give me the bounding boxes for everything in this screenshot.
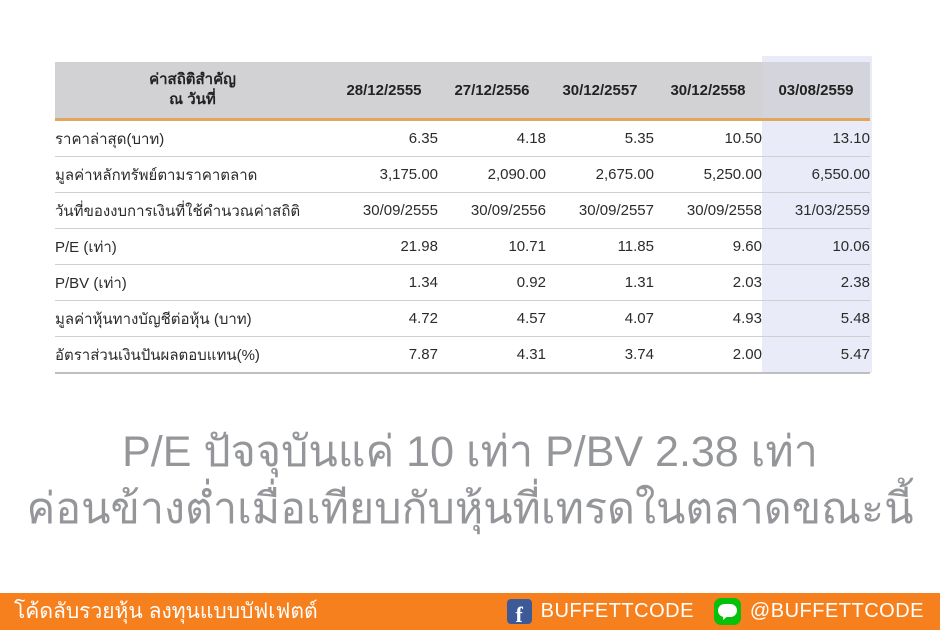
cell-value: 4.31 [438,336,546,374]
cell-value: 4.07 [546,300,654,337]
cell-value: 1.31 [546,264,654,301]
cell-value: 1.34 [330,264,438,301]
cell-value-current: 10.06 [762,228,870,265]
cell-value: 6.35 [330,119,438,157]
column-header-date: 28/12/2555 [330,62,438,121]
facebook-handle: BUFFETTCODE [540,600,694,622]
cell-value-current: 5.48 [762,300,870,337]
cell-value: 30/09/2555 [330,192,438,229]
table-title-cell: ค่าสถิติสำคัญ ณ วันที่ [55,62,330,121]
line-app-icon [713,598,741,625]
cell-value: 11.85 [546,228,654,265]
column-header-date: 30/12/2558 [654,62,762,121]
social-links: f BUFFETTCODE @BUFFETTCODE [506,598,940,625]
cell-value: 30/09/2558 [654,192,762,229]
caption-line1: P/E ปัจจุบันแค่ 10 เท่า P/BV 2.38 เท่า [122,428,818,476]
cell-value-current: 2.38 [762,264,870,301]
cell-value: 30/09/2556 [438,192,546,229]
column-header-date: 30/12/2557 [546,62,654,121]
cell-value: 2,090.00 [438,156,546,193]
caption-line2: ค่อนข้างต่ำเมื่อเทียบกับหุ้นที่เทรดในตลา… [26,485,914,533]
statistics-table: ค่าสถิติสำคัญ ณ วันที่ 28/12/2555 27/12/… [55,62,870,374]
table-header-row: ค่าสถิติสำคัญ ณ วันที่ 28/12/2555 27/12/… [55,62,870,121]
cell-value: 3,175.00 [330,156,438,193]
cell-value-current: 6,550.00 [762,156,870,193]
column-header-date-current: 03/08/2559 [762,62,870,121]
cell-value: 2,675.00 [546,156,654,193]
cell-value: 7.87 [330,336,438,374]
brand-text: โค้ดลับรวยหุ้น ลงทุนแบบบัฟเฟตต์ [14,600,318,623]
table-row: มูลค่าหลักทรัพย์ตามราคาตลาด 3,175.00 2,0… [55,156,870,193]
row-label: ราคาล่าสุด(บาท) [55,119,330,157]
cell-value: 21.98 [330,228,438,265]
cell-value: 10.71 [438,228,546,265]
cell-value: 5.35 [546,119,654,157]
cell-value: 4.18 [438,119,546,157]
cell-value: 5,250.00 [654,156,762,193]
cell-value: 2.00 [654,336,762,374]
cell-value-current: 31/03/2559 [762,192,870,229]
cell-value-current: 5.47 [762,336,870,374]
cell-value: 2.03 [654,264,762,301]
table-row: มูลค่าหุ้นทางบัญชีต่อหุ้น (บาท) 4.72 4.5… [55,300,870,337]
table-row: อัตราส่วนเงินปันผลตอบแทน(%) 7.87 4.31 3.… [55,336,870,374]
facebook-glyph: f [515,602,523,624]
row-label: วันที่ของงบการเงินที่ใช้คำนวณค่าสถิติ [55,192,330,229]
cell-value: 0.92 [438,264,546,301]
row-label: อัตราส่วนเงินปันผลตอบแทน(%) [55,336,330,374]
row-label: P/E (เท่า) [55,228,330,265]
cell-value: 4.93 [654,300,762,337]
cell-value: 9.60 [654,228,762,265]
row-label: P/BV (เท่า) [55,264,330,301]
column-header-date: 27/12/2556 [438,62,546,121]
table-row: ราคาล่าสุด(บาท) 6.35 4.18 5.35 10.50 13.… [55,119,870,157]
line-handle: @BUFFETTCODE [749,600,924,622]
table-title-line1: ค่าสถิติสำคัญ [149,71,236,88]
table-title-line2: ณ วันที่ [169,91,216,108]
caption-text: P/E ปัจจุบันแค่ 10 เท่า P/BV 2.38 เท่า ค… [0,424,940,538]
table-row: P/BV (เท่า) 1.34 0.92 1.31 2.03 2.38 [55,264,870,301]
cell-value-current: 13.10 [762,119,870,157]
cell-value: 30/09/2557 [546,192,654,229]
cell-value: 4.57 [438,300,546,337]
line-bubble-tail [721,615,729,620]
cell-value: 3.74 [546,336,654,374]
table-row: P/E (เท่า) 21.98 10.71 11.85 9.60 10.06 [55,228,870,265]
row-label: มูลค่าหุ้นทางบัญชีต่อหุ้น (บาท) [55,300,330,337]
facebook-icon: f [506,599,532,624]
footer-bar: โค้ดลับรวยหุ้น ลงทุนแบบบัฟเฟตต์ f BUFFET… [0,593,940,630]
row-label: มูลค่าหลักทรัพย์ตามราคาตลาด [55,156,330,193]
cell-value: 4.72 [330,300,438,337]
line-bubble-shape [717,604,737,617]
cell-value: 10.50 [654,119,762,157]
table-row: วันที่ของงบการเงินที่ใช้คำนวณค่าสถิติ 30… [55,192,870,229]
